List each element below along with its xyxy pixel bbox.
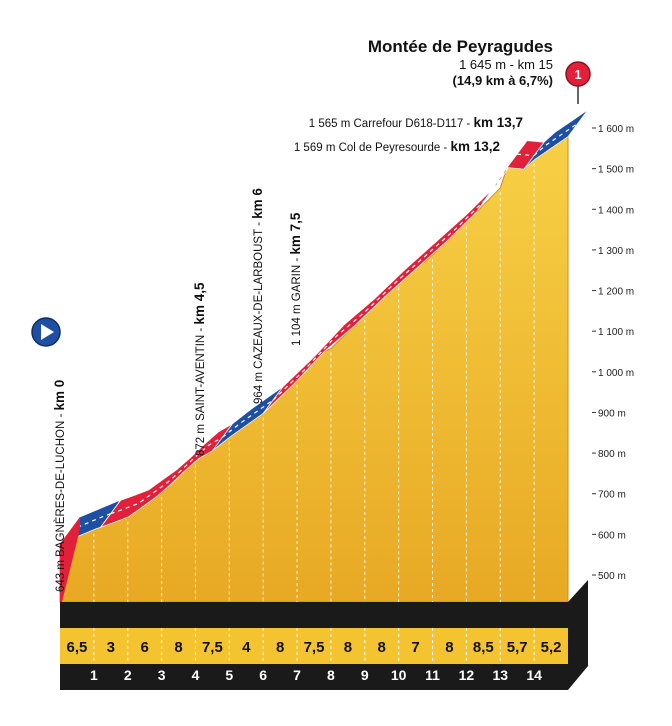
gradient-label: 6,5 [67, 639, 88, 656]
km-marker-label: 6 [259, 667, 267, 683]
road-centre-line [533, 122, 579, 157]
landmark-alt: 1 569 m Col de Peyresourde - [294, 142, 451, 154]
landmark-label: 1 569 m Col de Peyresourde - km 13,2 [294, 139, 500, 154]
landmark-km: km 0 [52, 380, 67, 411]
km-markers: 1 2 3 4 5 6 7 8 9 10 11 12 13 14 [90, 667, 542, 683]
y-tick-label: 1 000 m [598, 368, 634, 379]
gradient-label: 7,5 [202, 639, 223, 656]
y-tick-label: 700 m [598, 490, 626, 501]
y-tick-label: 600 m [598, 530, 626, 541]
road-centre-line [272, 153, 518, 401]
km-marker-label: 12 [459, 667, 475, 683]
profile-area-layer [59, 135, 569, 603]
y-axis: 500 m 600 m 700 m 800 m 900 m 1 000 m 1 100 m 1… [592, 124, 634, 582]
road-band-layer [58, 109, 589, 602]
landmark-km: km 6 [250, 188, 265, 219]
landmark-peyresourde: 1 569 m Col de Peyresourde - km 13,2 [294, 139, 500, 154]
summit-altitude: 1 645 m - km 15 [459, 57, 553, 72]
gradient-label: 8 [378, 639, 386, 656]
km-marker-label: 2 [124, 667, 132, 683]
landmark-alt: 1 565 m Carrefour D618-D117 - [309, 118, 474, 130]
gradient-labels: 6,5 3 6 8 7,5 4 8 7,5 8 8 7 8 8,5 5,7 5,2 [67, 639, 562, 656]
km-marker-label: 8 [327, 667, 335, 683]
landmark-alt: 964 m CAZEAUX-DE-LARBOUST - [253, 219, 265, 404]
km-marker-label: 4 [192, 667, 200, 683]
landmark-label: 964 m CAZEAUX-DE-LARBOUST - km 6 [250, 188, 265, 404]
landmark-alt: 872 m SAINT-AVENTIN - [195, 325, 207, 456]
km-marker-label: 1 [90, 667, 98, 683]
chart-title: Montée de Peyragudes [368, 37, 553, 56]
y-tick-label: 800 m [598, 449, 626, 460]
landmark-saint-aventin: 872 m SAINT-AVENTIN - km 4,5 [192, 282, 207, 456]
base-strip-layer [60, 580, 588, 690]
finish-pin-icon [565, 61, 591, 87]
km-marker-label: 11 [425, 667, 440, 683]
km-marker-label: 7 [293, 667, 301, 683]
landmark-label: 1 104 m GARIN - km 7,5 [288, 212, 303, 346]
y-tick-label: 1 300 m [598, 246, 634, 257]
gradient-label: 8 [174, 639, 182, 656]
y-tick-label: 500 m [598, 571, 626, 582]
km-marker-label: 14 [526, 667, 542, 683]
road-centre-line [516, 153, 535, 157]
start-marker [31, 317, 61, 347]
flat-band [523, 109, 589, 170]
y-tick-label: 900 m [598, 408, 626, 419]
km-marker-label: 3 [158, 667, 166, 683]
landmark-label: 643 m BAGNÈRES-DE-LUCHON - km 0 [52, 380, 67, 592]
y-tick-label: 1 100 m [598, 327, 634, 338]
landmark-km: km 13,7 [473, 115, 523, 130]
climb-summary: (14,9 km à 6,7%) [453, 73, 553, 88]
gradient-label: 8 [344, 639, 352, 656]
gradient-strip [60, 628, 568, 664]
landmark-luchon: 643 m BAGNÈRES-DE-LUCHON - km 0 [52, 380, 67, 592]
start-play-triangle [41, 324, 54, 340]
km-marker-label: 9 [361, 667, 369, 683]
gradient-label: 6 [140, 639, 148, 656]
mountain-fill [59, 135, 569, 603]
finish-marker: 1 [565, 61, 591, 104]
y-tick-label: 1 500 m [598, 165, 634, 176]
gradient-label: 8 [445, 639, 453, 656]
gradient-label: 3 [107, 639, 115, 656]
y-tick-label: 1 400 m [598, 205, 634, 216]
km-marker-label: 5 [225, 667, 233, 683]
finish-pin-label: 1 [574, 67, 581, 82]
landmark-carrefour: 1 565 m Carrefour D618-D117 - km 13,7 [309, 115, 523, 130]
gradient-label: 7,5 [304, 639, 325, 656]
landmark-km: km 7,5 [288, 212, 303, 255]
start-edge [60, 516, 80, 602]
y-tick-label: 1 200 m [598, 287, 634, 298]
landmark-cazeaux: 964 m CAZEAUX-DE-LARBOUST - km 6 [250, 188, 265, 404]
landmark-alt: 1 104 m GARIN - [291, 255, 303, 346]
km-marker-label: 13 [492, 667, 508, 683]
km-marker-label: 10 [391, 667, 407, 683]
landmark-garin: 1 104 m GARIN - km 7,5 [288, 212, 303, 346]
gradient-label: 8,5 [473, 639, 494, 656]
gradient-label: 5,2 [541, 639, 562, 656]
landmark-alt: 643 m BAGNÈRES-DE-LUCHON - [54, 411, 67, 592]
landmark-km: km 13,2 [450, 139, 500, 154]
landmarks: 643 m BAGNÈRES-DE-LUCHON - km 0 872 m SAI… [52, 115, 523, 592]
road-centre-line [222, 399, 274, 438]
landmark-km: km 4,5 [192, 282, 207, 325]
gradient-label: 7 [411, 639, 419, 656]
landmark-label: 872 m SAINT-AVENTIN - km 4,5 [192, 282, 207, 456]
title-block: Montée de Peyragudes 1 645 m - km 15 (14… [368, 37, 553, 88]
y-tick-label: 1 600 m [598, 124, 634, 135]
gradient-label: 8 [276, 639, 284, 656]
gradient-label: 4 [242, 639, 251, 656]
road-centre-line [110, 436, 223, 515]
gradient-label: 5,7 [507, 639, 528, 656]
landmark-label: 1 565 m Carrefour D618-D117 - km 13,7 [309, 115, 523, 130]
